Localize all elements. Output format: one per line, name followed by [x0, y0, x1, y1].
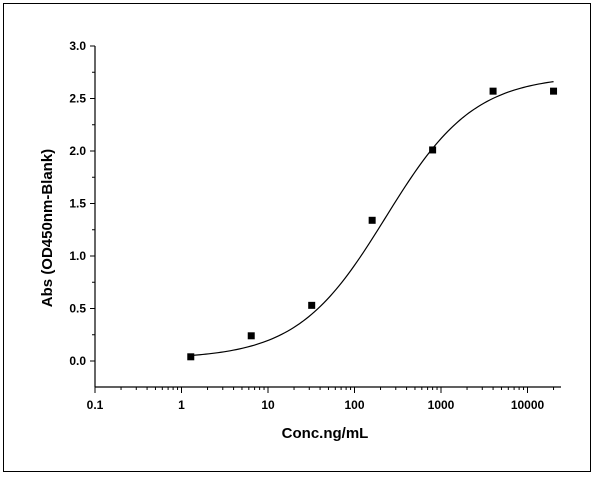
y-tick-label: 2.0	[69, 144, 86, 158]
data-point	[429, 146, 437, 154]
x-tick-label: 0.1	[87, 398, 104, 412]
y-tick-label: 2.5	[69, 92, 86, 106]
x-tick-label: 1000	[428, 398, 455, 412]
data-points	[187, 87, 558, 361]
data-point	[368, 216, 376, 224]
data-point	[489, 87, 497, 95]
y-tick-label: 0.5	[69, 302, 86, 316]
y-tick-label: 1.5	[69, 197, 86, 211]
y-tick-label: 0.0	[69, 354, 86, 368]
x-axis-title: Conc.ng/mL	[282, 425, 369, 442]
y-tick-label: 1.0	[69, 249, 86, 263]
data-point	[187, 353, 195, 361]
x-tick-label: 1	[178, 398, 185, 412]
data-point	[247, 332, 255, 340]
x-tick-label: 10000	[511, 398, 545, 412]
x-tick-label: 10	[261, 398, 275, 412]
x-tick-label: 100	[344, 398, 364, 412]
data-point	[308, 301, 316, 309]
fit-curve	[190, 81, 554, 357]
y-tick-label: 3.0	[69, 39, 86, 53]
y-axis-title: Abs (OD450nm-Blank)	[39, 149, 56, 307]
axes: 0.0 0.5 1.0 1.5 2.0 2.5 3.0 0.1 1 10 100 1000 10000	[69, 39, 561, 412]
chart-frame	[3, 3, 591, 472]
data-point	[550, 87, 558, 95]
